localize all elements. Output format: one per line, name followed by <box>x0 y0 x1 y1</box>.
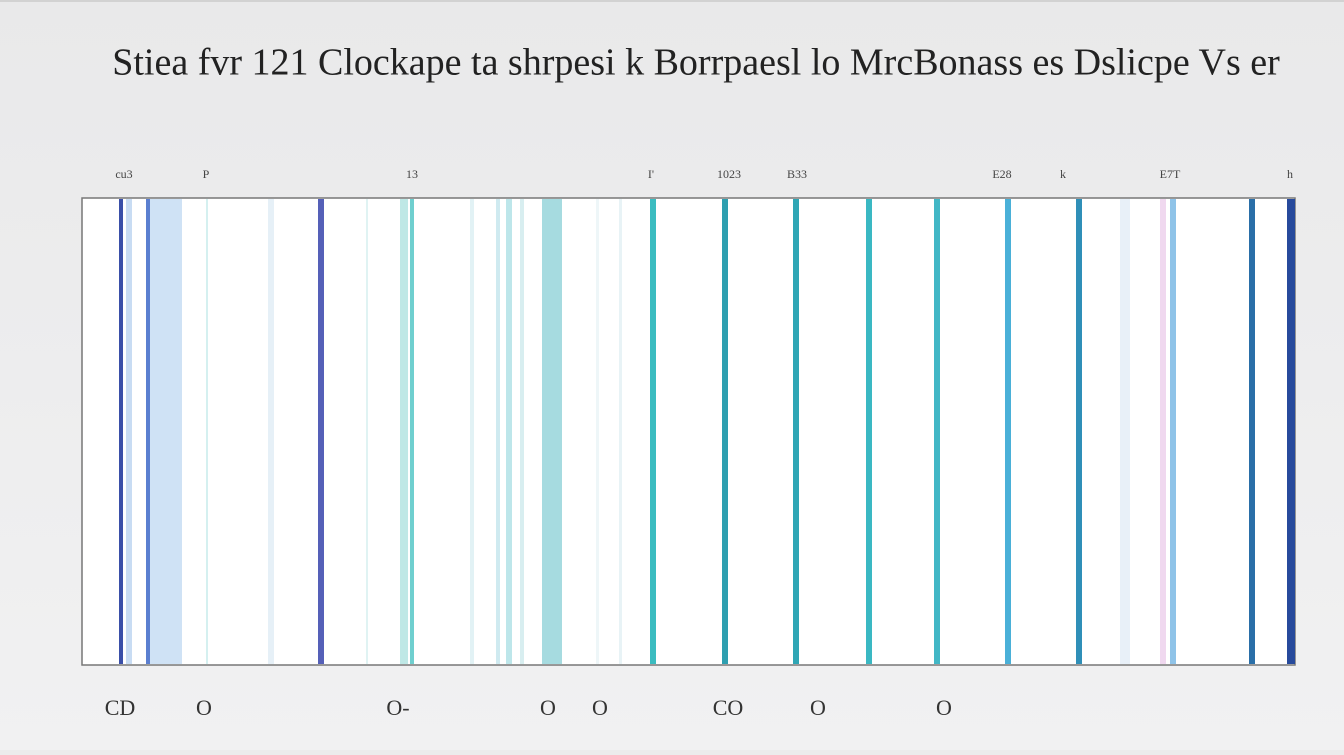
stripe <box>1160 199 1166 664</box>
stripe <box>206 199 208 664</box>
stripe <box>318 199 324 664</box>
stripe <box>866 199 872 664</box>
stripe <box>146 199 150 664</box>
stripe-panel <box>81 197 1296 666</box>
stripe <box>722 199 728 664</box>
stripe <box>520 199 524 664</box>
stripe <box>1076 199 1082 664</box>
stripe <box>542 199 562 664</box>
bottom-label: O <box>810 695 826 720</box>
top-label: k <box>1060 167 1066 181</box>
stripe <box>410 199 414 664</box>
stripe <box>496 199 500 664</box>
stripe <box>268 199 274 664</box>
stripe <box>596 199 599 664</box>
stripe <box>793 199 799 664</box>
top-label: I' <box>648 167 654 181</box>
bottom-label: O <box>936 695 952 720</box>
stripe <box>470 199 474 664</box>
stripe <box>1005 199 1011 664</box>
title: Stiea fvr 121 Clockape ta shrpesi k Borr… <box>112 42 1280 84</box>
stripe <box>619 199 622 664</box>
top-label: E7T <box>1160 167 1181 181</box>
top-label: E28 <box>992 167 1011 181</box>
bottom-label: O <box>196 695 212 720</box>
top-label: cu3 <box>115 167 132 181</box>
stripe <box>650 199 656 664</box>
stripe <box>366 199 368 664</box>
top-label: P <box>203 167 210 181</box>
bottom-label: O <box>592 695 608 720</box>
stripe <box>119 199 123 664</box>
stripe <box>400 199 408 664</box>
stripe <box>506 199 512 664</box>
top-label: 13 <box>406 167 418 181</box>
bottom-label: O <box>540 695 556 720</box>
stripe <box>1287 199 1295 664</box>
stripe <box>934 199 940 664</box>
stripe <box>1249 199 1255 664</box>
bottom-label: CO <box>713 695 744 720</box>
top-label: h <box>1287 167 1293 181</box>
stripe <box>150 199 182 664</box>
stripe <box>1170 199 1176 664</box>
labels: cu3 P 13 I' 1023 B33 E28 k E7T h CD O O- O O CO O O <box>105 167 1293 720</box>
stripe <box>1120 199 1130 664</box>
bottom-label: O- <box>386 695 409 720</box>
bottom-label: CD <box>105 695 136 720</box>
top-label: B33 <box>787 167 807 181</box>
stripes <box>119 199 1295 664</box>
stripe <box>126 199 132 664</box>
top-label: 1023 <box>717 167 741 181</box>
